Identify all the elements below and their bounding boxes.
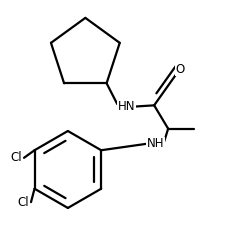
Text: Cl: Cl [11, 151, 22, 164]
Text: O: O [175, 63, 184, 76]
Text: HN: HN [118, 100, 135, 113]
Text: Cl: Cl [18, 196, 29, 209]
Text: NH: NH [147, 137, 164, 150]
